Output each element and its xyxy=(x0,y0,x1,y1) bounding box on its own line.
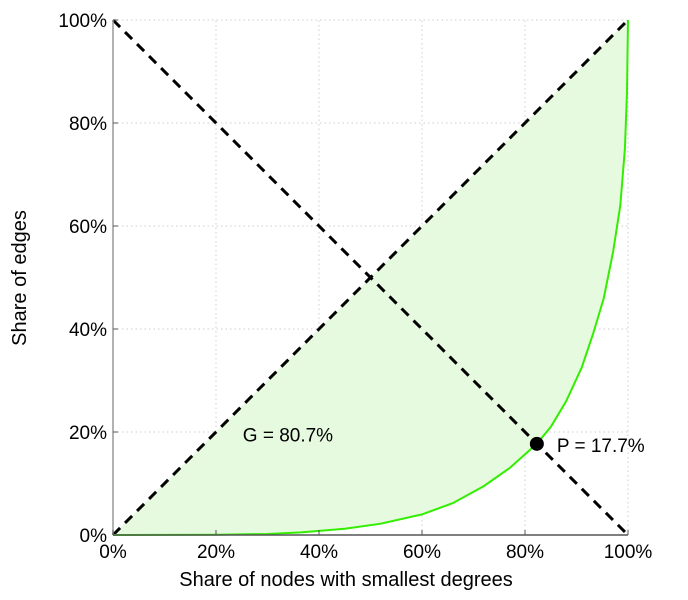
x-tick-label: 40% xyxy=(300,542,338,563)
x-axis-label: Share of nodes with smallest degrees xyxy=(179,569,513,591)
lorenz-curve xyxy=(112,19,629,536)
x-tick-label: 100% xyxy=(604,542,653,563)
y-tick-label: 0% xyxy=(80,526,108,547)
x-tick-label: 0% xyxy=(99,542,127,563)
y-tick-label: 100% xyxy=(58,11,107,32)
axes xyxy=(112,19,629,536)
y-tick-labels: 0% 20% 40% 60% 80% 100% xyxy=(58,11,107,547)
y-tick-label: 40% xyxy=(69,320,107,341)
gini-label: G = 80.7% xyxy=(243,426,333,447)
y-tick-label: 80% xyxy=(69,114,107,135)
x-tick-label: 80% xyxy=(506,542,544,563)
y-tick-label: 60% xyxy=(69,217,107,238)
y-tick-label: 20% xyxy=(69,423,107,444)
y-axis-label: Share of edges xyxy=(9,210,31,346)
x-tick-label: 20% xyxy=(197,542,235,563)
x-tick-labels: 0% 20% 40% 60% 80% 100% xyxy=(99,542,652,563)
p-point-marker xyxy=(529,436,544,451)
anti-diagonal-line xyxy=(111,18,630,537)
p-label: P = 17.7% xyxy=(557,436,645,457)
x-tick-label: 60% xyxy=(403,542,441,563)
